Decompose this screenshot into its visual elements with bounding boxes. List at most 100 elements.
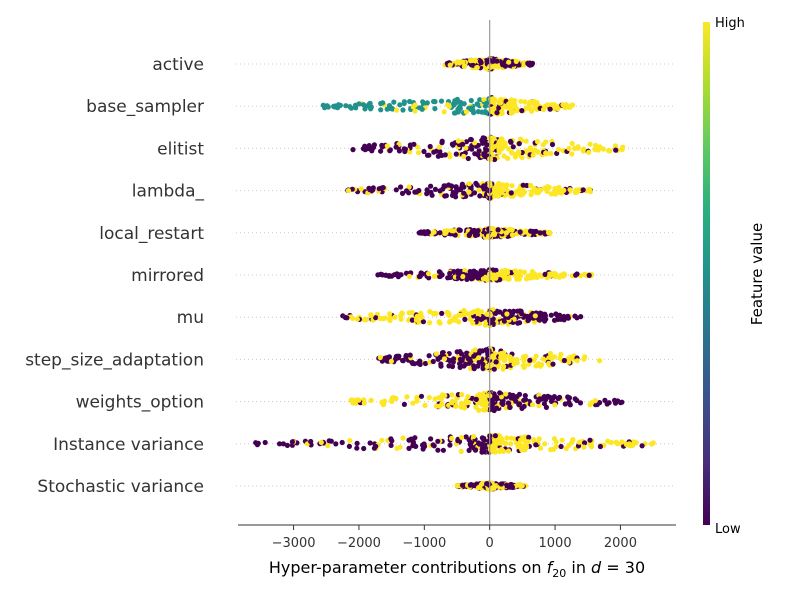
data-point: [493, 359, 499, 365]
data-point: [400, 435, 406, 441]
data-point: [360, 102, 367, 108]
data-point: [458, 448, 464, 454]
data-point: [466, 399, 472, 405]
data-point: [325, 104, 331, 110]
data-point: [449, 435, 455, 441]
data-point: [487, 446, 493, 453]
data-point: [515, 320, 521, 326]
data-point: [477, 193, 483, 199]
data-point: [471, 229, 477, 235]
data-point: [472, 447, 479, 453]
data-point: [370, 187, 376, 193]
data-point: [475, 109, 481, 115]
data-point: [499, 108, 505, 115]
data-point: [539, 362, 545, 368]
data-point: [342, 314, 348, 321]
x-tick-label: 2000: [604, 536, 637, 551]
data-point: [557, 355, 563, 361]
data-point: [537, 310, 543, 316]
data-point: [528, 182, 534, 189]
data-point: [466, 232, 472, 238]
data-point: [526, 105, 532, 111]
data-point: [450, 359, 456, 365]
data-point: [511, 395, 518, 401]
feature-label: active: [152, 55, 204, 75]
data-point: [483, 347, 489, 353]
data-point: [501, 358, 508, 364]
data-point: [406, 273, 412, 279]
data-point: [498, 100, 504, 106]
data-point: [504, 435, 510, 441]
data-point: [497, 277, 503, 283]
data-point: [501, 275, 507, 281]
data-point: [526, 434, 532, 440]
data-point: [373, 315, 379, 321]
data-point: [518, 98, 524, 104]
data-point: [566, 104, 572, 110]
data-point: [442, 393, 448, 399]
data-point: [428, 183, 434, 189]
data-point: [469, 310, 475, 316]
data-point: [394, 445, 400, 451]
data-point: [350, 315, 356, 321]
data-point: [532, 274, 538, 280]
data-point: [532, 313, 538, 319]
data-point: [551, 271, 557, 277]
data-point: [471, 433, 477, 440]
data-point: [466, 181, 472, 187]
data-point: [567, 355, 574, 361]
data-point: [476, 392, 482, 398]
data-point: [439, 152, 445, 158]
data-point: [623, 441, 630, 447]
data-point: [401, 99, 407, 105]
data-point: [469, 395, 475, 401]
data-point: [498, 136, 504, 142]
data-point: [437, 320, 443, 326]
data-point: [554, 150, 560, 156]
data-point: [361, 445, 367, 452]
data-point: [521, 358, 527, 364]
data-point: [548, 312, 554, 318]
data-point: [453, 403, 459, 409]
data-point: [411, 141, 417, 147]
data-point: [449, 400, 455, 406]
data-point: [516, 401, 523, 407]
data-point: [468, 482, 474, 488]
data-point: [431, 98, 437, 105]
data-point: [416, 187, 422, 194]
data-point: [430, 358, 436, 365]
data-point: [566, 399, 572, 405]
data-point: [456, 319, 462, 325]
data-point: [527, 60, 533, 66]
data-point: [461, 63, 467, 70]
data-point: [442, 230, 448, 237]
data-point: [484, 142, 490, 148]
data-point: [469, 105, 475, 111]
data-point: [505, 155, 511, 161]
data-point: [484, 100, 490, 106]
data-point: [381, 401, 387, 407]
data-point: [503, 184, 509, 190]
data-point: [350, 147, 356, 153]
data-point: [460, 273, 466, 280]
data-point: [441, 109, 447, 115]
data-point: [574, 358, 580, 364]
data-point: [289, 439, 295, 445]
data-point: [479, 481, 485, 487]
data-point: [507, 404, 513, 410]
data-point: [491, 485, 497, 491]
data-point: [427, 143, 433, 150]
data-point: [475, 228, 481, 234]
data-point: [439, 272, 445, 278]
data-point: [498, 440, 504, 446]
data-point: [449, 363, 456, 370]
data-point: [435, 447, 441, 453]
data-point: [356, 101, 362, 107]
data-point: [346, 443, 352, 449]
data-point: [387, 148, 393, 154]
data-point: [496, 149, 502, 156]
data-point: [427, 320, 433, 326]
data-point: [522, 396, 529, 403]
data-point: [575, 145, 581, 151]
data-point: [432, 106, 438, 112]
